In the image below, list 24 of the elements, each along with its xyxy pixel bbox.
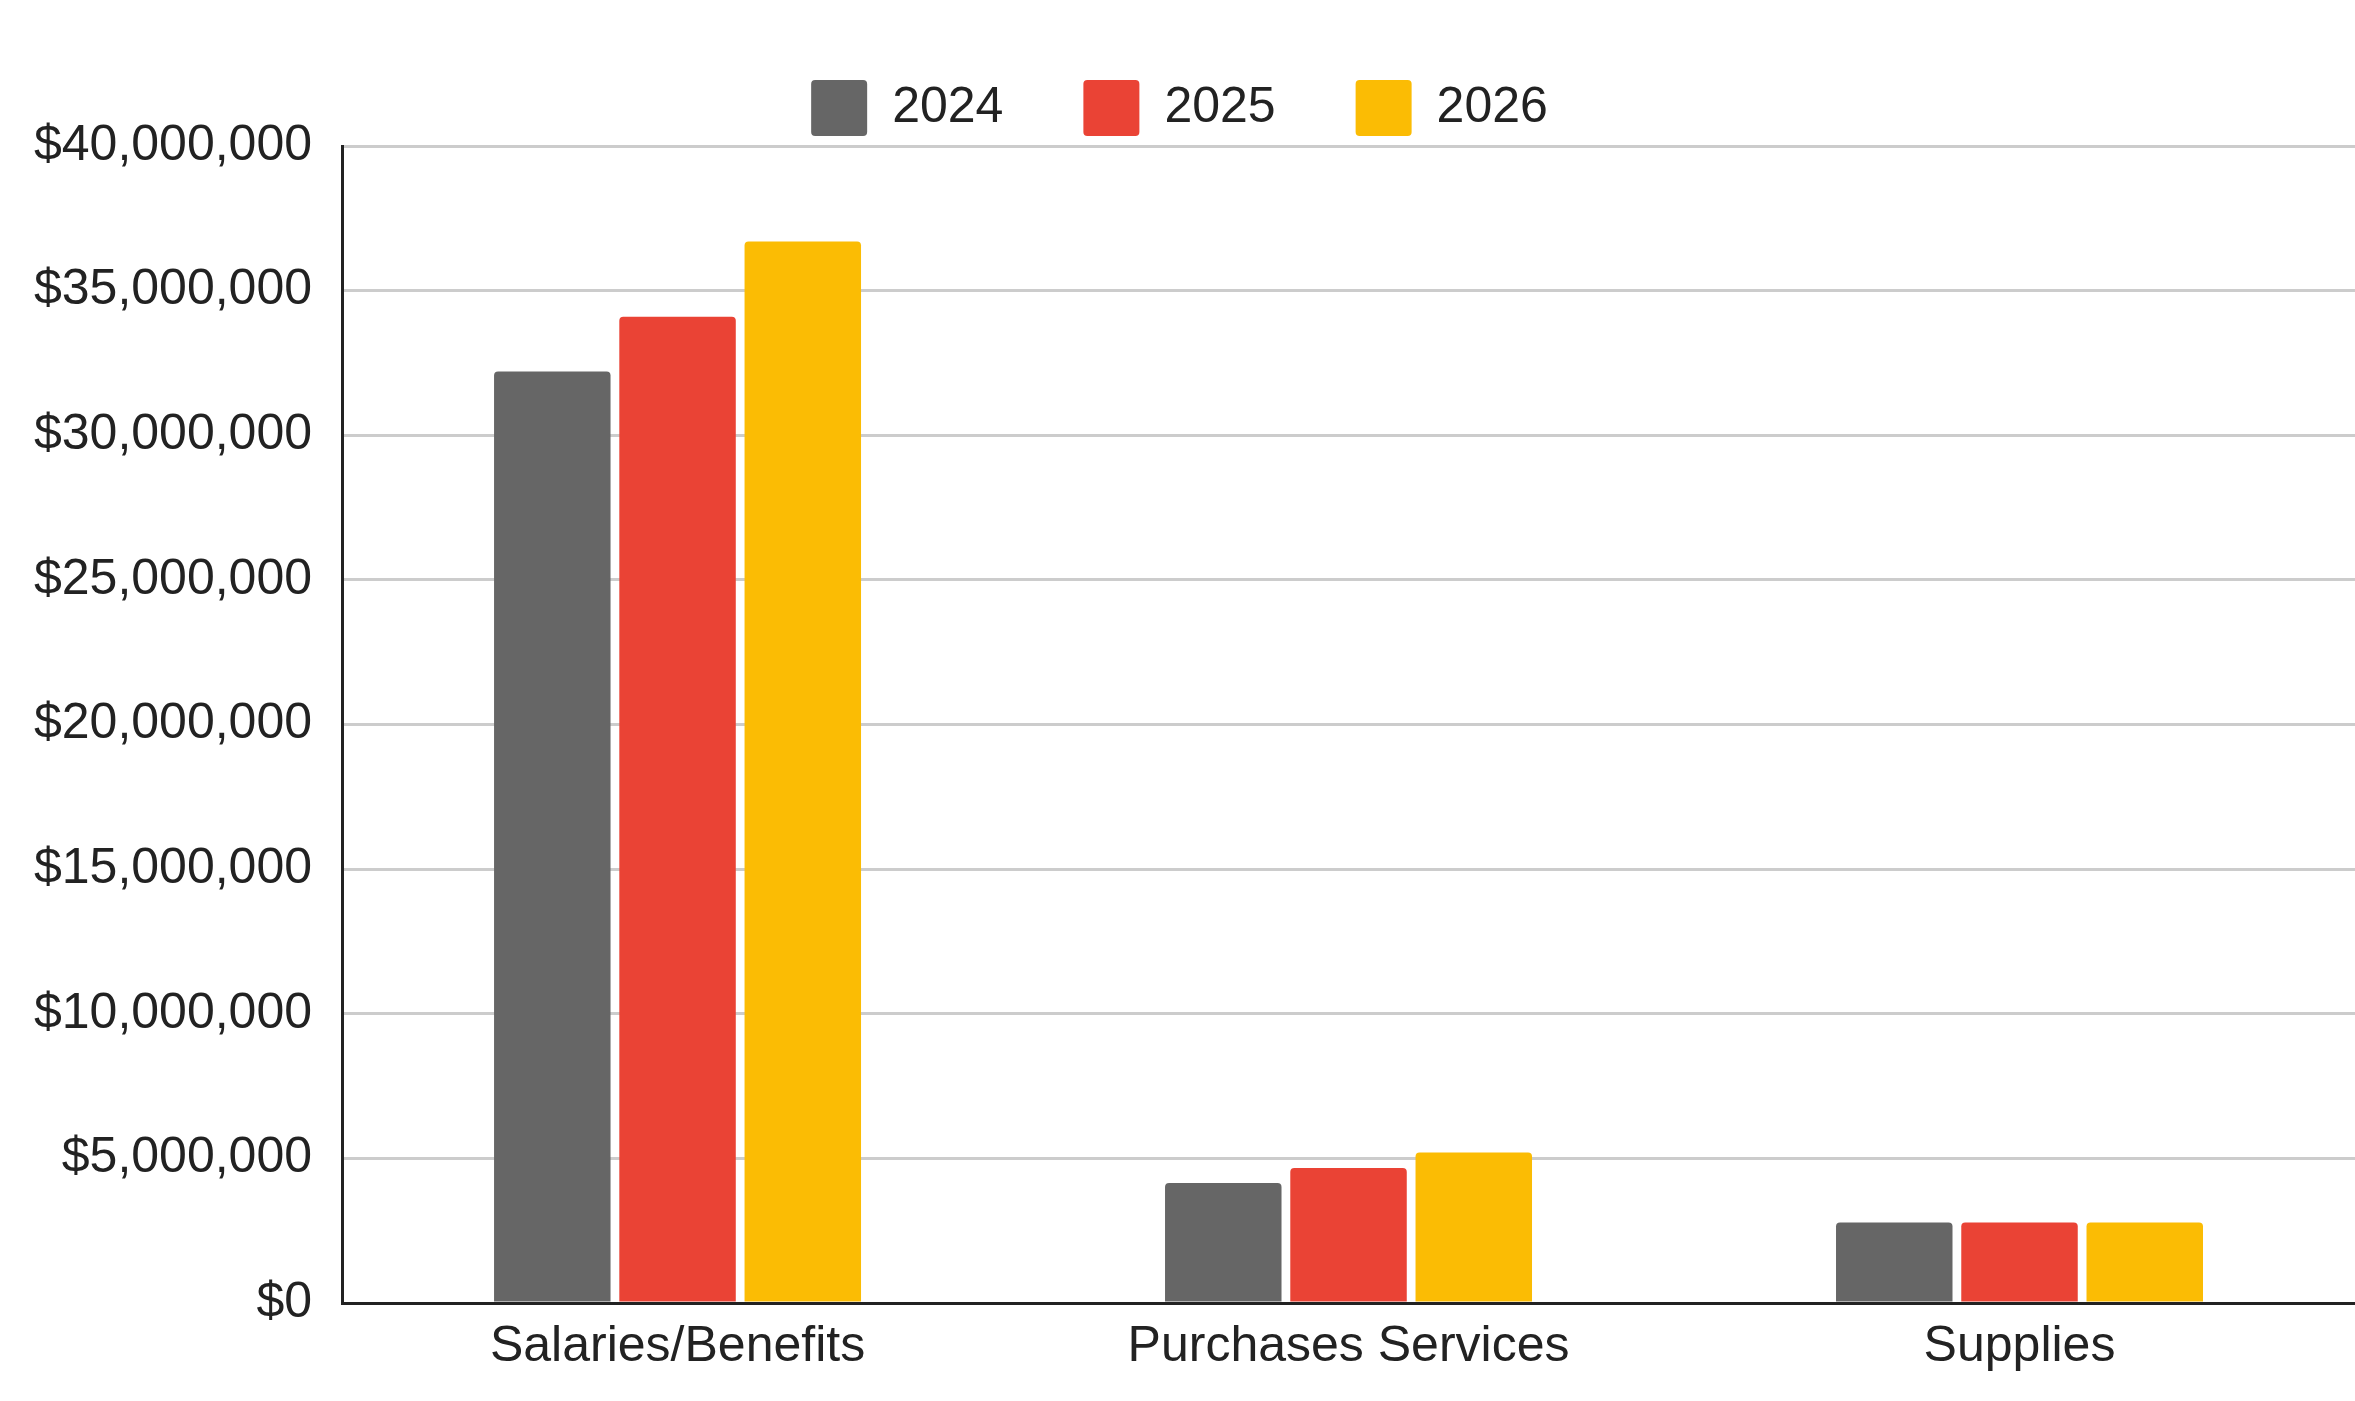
legend-label: 2026 — [1436, 76, 1548, 133]
bar — [494, 371, 611, 1302]
y-tick-label: $30,000,000 — [33, 404, 313, 461]
y-tick-label: $35,000,000 — [33, 259, 313, 316]
y-tick-label: $15,000,000 — [33, 837, 313, 894]
y-tick-label: $20,000,000 — [33, 693, 313, 750]
y-tick-label: $40,000,000 — [33, 114, 313, 171]
legend-label: 2025 — [1164, 76, 1276, 133]
legend-label: 2024 — [892, 76, 1004, 133]
bar — [2086, 1222, 2203, 1302]
bar — [619, 316, 736, 1302]
bar — [1165, 1182, 1282, 1302]
bar — [1415, 1152, 1533, 1302]
bar — [744, 241, 862, 1302]
bar — [1836, 1222, 1953, 1302]
bar — [1961, 1222, 2078, 1302]
x-tick-label: Purchases Services — [1127, 1315, 1570, 1372]
y-tick-label: $0 — [256, 1271, 313, 1328]
y-tick-label: $25,000,000 — [33, 548, 313, 605]
x-tick-label: Salaries/Benefits — [489, 1315, 866, 1372]
y-tick-label: $10,000,000 — [33, 982, 313, 1039]
x-tick-label: Supplies — [1923, 1315, 2116, 1372]
bar — [1290, 1167, 1407, 1302]
y-tick-label: $5,000,000 — [61, 1127, 313, 1184]
